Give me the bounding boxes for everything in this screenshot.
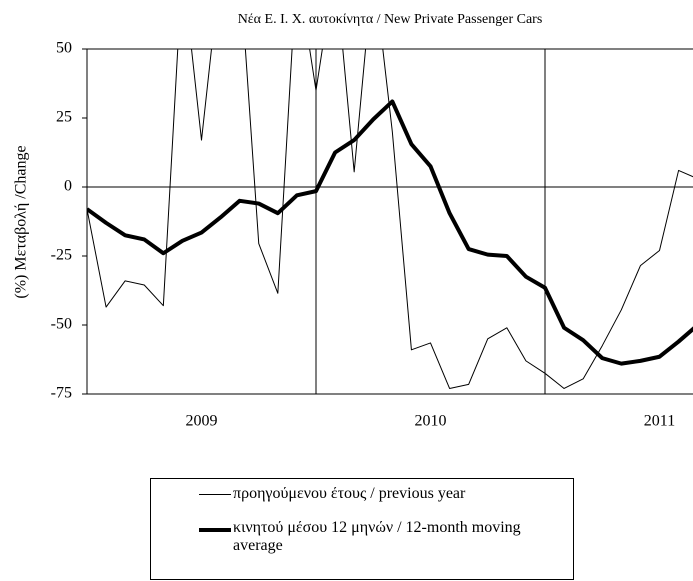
y-tick-label: 25 [56,109,72,126]
x-tick-label: 2010 [415,413,447,430]
y-tick-label: -75 [51,385,72,402]
y-tick-label: 0 [64,178,72,195]
legend-swatch [199,494,231,495]
x-tick-label: 2009 [186,413,218,430]
legend-entry: κινητού μέσου 12 μηνών / 12-month moving… [151,519,573,555]
legend: προηγούμενου έτους / previous year κινητο… [150,478,574,580]
chart: Νέα Ε. Ι. Χ. αυτοκίνητα / New Private Pa… [13,12,693,430]
chart-title: Νέα Ε. Ι. Χ. αυτοκίνητα / New Private Pa… [238,12,543,27]
legend-label: προηγούμενου έτους / previous year [233,485,466,502]
y-axis-label: (%) Μεταβολή /Change [13,145,30,298]
y-tick-label: 50 [56,40,72,57]
series-line [87,49,693,389]
x-tick-label: 2011 [644,413,675,430]
y-tick-label: -50 [51,316,72,333]
y-tick-label: -25 [51,247,72,264]
legend-label: κινητού μέσου 12 μηνών / 12-month moving… [233,519,521,554]
series-line [87,99,693,366]
legend-swatch [199,528,231,532]
legend-entry: προηγούμενου έτους / previous year [151,485,573,503]
